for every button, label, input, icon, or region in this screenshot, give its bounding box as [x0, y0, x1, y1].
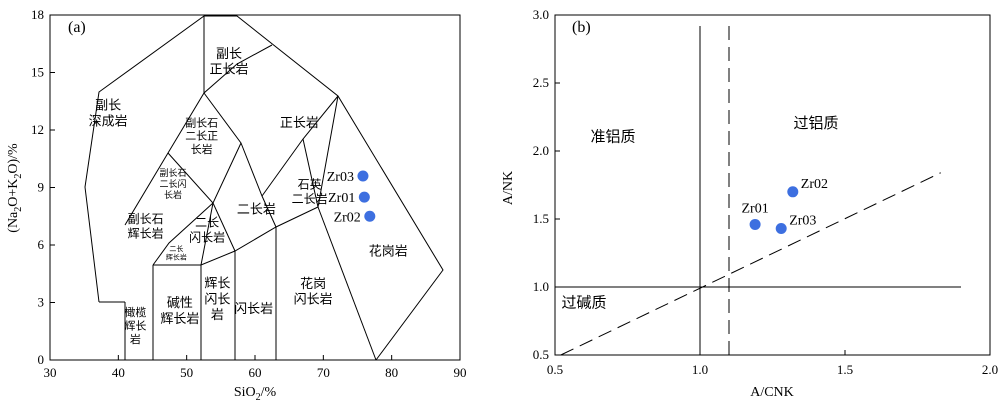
panel-a-y-axis-label: (Na2O+K2O)/%: [6, 143, 24, 233]
y-tick-label: 15: [31, 65, 44, 80]
x-tick-label: 30: [44, 365, 57, 380]
x-tick-label: 70: [317, 365, 330, 380]
x-tick-label: 1.5: [837, 362, 853, 377]
x-tick-label: 80: [385, 365, 398, 380]
field-label: 二长岩: [237, 202, 276, 217]
y-tick-label: 0: [38, 352, 45, 367]
panel-b-x-axis-label: A/CNK: [750, 385, 794, 400]
y-tick-label: 9: [38, 180, 45, 195]
sample-point-label: Zr02: [801, 177, 828, 192]
panel-b-points: Zr02 Zr01 Zr03: [741, 177, 828, 235]
field-boundary-line: [152, 202, 214, 266]
panel-a-x-axis-label: SiO2/%: [234, 385, 277, 403]
y-tick-label: 1.0: [533, 279, 549, 294]
region-label: 过铝质: [793, 114, 838, 132]
sample-point: [358, 191, 370, 203]
x-tick-label: 40: [112, 365, 125, 380]
x-tick-label: 1.0: [692, 362, 708, 377]
x-tick-label: 60: [249, 365, 262, 380]
y-tick-label: 3: [38, 295, 45, 310]
field-boundary-line: [153, 95, 339, 266]
panel-b-boundary-lines: [555, 26, 961, 356]
sample-point: [364, 210, 376, 222]
y-tick-label: 18: [31, 7, 44, 22]
field-label: 碱性辉长岩: [160, 296, 199, 327]
field-label: 石英二长岩: [292, 177, 328, 206]
y-tick-label: 3.0: [533, 7, 549, 22]
x-tick-label: 0.5: [547, 362, 563, 377]
y-tick-label: 2.5: [533, 75, 549, 90]
x-tick-label: 2.0: [982, 362, 998, 377]
field-label: 副长石二长闪长岩: [159, 167, 186, 201]
panel-b-ticks: 0.5 1.0 1.5 2.0 0.5 1.0 1.5 2.0 2.5 3.0: [533, 7, 998, 377]
sample-point-label: Zr03: [789, 214, 816, 229]
sample-point: [775, 223, 787, 235]
sample-point-label: Zr02: [334, 210, 361, 225]
y-tick-label: 12: [31, 122, 44, 137]
region-label: 准铝质: [590, 127, 635, 145]
field-label: 橄榄辉长岩: [124, 305, 146, 346]
region-label: 过碱质: [561, 293, 606, 311]
field-boundary-line: [317, 206, 377, 361]
panel-a-label: (a): [68, 19, 86, 36]
field-label: 花岗岩: [369, 243, 408, 259]
sample-point: [787, 186, 799, 198]
field-label: 副长正长岩: [210, 47, 249, 78]
field-label: 正长岩: [280, 116, 319, 131]
panel-b-acnk-ank-diagram: (b) 0.5 1.0 1.5 2.0 0.5 1.0 1.5 2.0 2.5 3.0 准铝质 过铝…: [501, 7, 998, 400]
field-label: 副长石辉长岩: [128, 212, 164, 241]
panel-a-ticks: 30 40 50 60 70 80 90 0 3 6 9 12 15 18: [31, 7, 467, 380]
field-label: 闪长岩: [234, 302, 273, 317]
x-tick-label: 90: [454, 365, 467, 380]
y-tick-label: 2.0: [533, 143, 549, 158]
sample-point-label: Zr01: [328, 191, 355, 206]
field-label: 二长辉长岩: [166, 244, 187, 262]
diagonal-dashed-line: [560, 172, 941, 356]
y-tick-label: 0.5: [533, 347, 549, 362]
panel-a-points: Zr03 Zr01 Zr02: [327, 170, 376, 225]
sample-point: [357, 170, 369, 182]
field-boundary-line: [203, 92, 242, 252]
panel-b-plot-frame: [554, 14, 991, 356]
field-label: 辉长闪长岩: [204, 276, 230, 323]
field-boundary-line: [84, 15, 444, 361]
sample-point-label: Zr03: [327, 170, 354, 185]
panel-b-y-axis-label: A/NK: [501, 171, 516, 205]
y-tick-label: 1.5: [533, 211, 549, 226]
sample-point-label: Zr01: [741, 201, 768, 216]
x-tick-label: 50: [180, 365, 193, 380]
field-boundary-line: [302, 138, 319, 208]
field-label: 副长石二长正长岩: [185, 116, 218, 156]
panel-b-label: (b): [572, 19, 591, 36]
sample-point: [749, 218, 761, 230]
field-label: 花岗闪长岩: [294, 276, 333, 308]
y-tick-label: 6: [38, 237, 45, 252]
field-label: 副长深成岩: [89, 99, 128, 130]
panel-a-field-boundaries: [84, 15, 444, 361]
field-label: 二长闪长岩: [189, 216, 225, 245]
